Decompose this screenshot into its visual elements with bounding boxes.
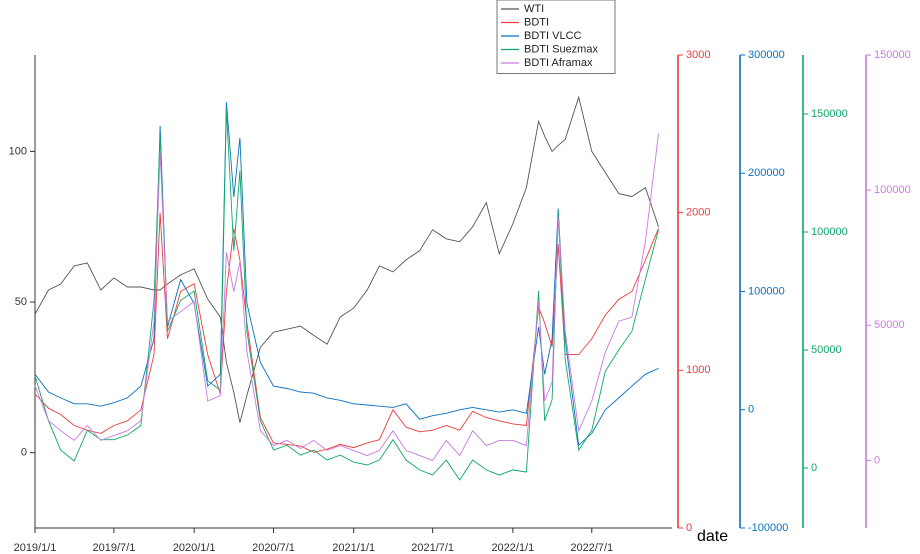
y-tick-label: -100000 <box>748 522 788 534</box>
y-tick-label: 100000 <box>811 226 848 238</box>
series-line <box>34 109 659 481</box>
x-tick-label: 2020/7/1 <box>252 542 295 554</box>
x-tick-label: 2019/7/1 <box>93 542 136 554</box>
y-tick-label: 50000 <box>811 344 842 356</box>
legend-label: BDTI <box>524 16 549 28</box>
legend-label: BDTI VLCC <box>524 30 582 42</box>
y-tick-label: 1000 <box>686 364 710 376</box>
x-axis-label: date <box>697 528 728 545</box>
y-tick-label: 300000 <box>748 49 785 61</box>
legend-label: BDTI Aframax <box>524 57 593 69</box>
series-line <box>34 102 659 447</box>
legend-label: BDTI Suezmax <box>524 43 598 55</box>
x-tick-label: 2021/1/1 <box>332 542 375 554</box>
x-tick-label: 2021/7/1 <box>411 542 454 554</box>
series-line <box>34 133 659 461</box>
x-tick-label: 2022/7/1 <box>570 542 613 554</box>
y-tick-label: 100 <box>9 145 27 157</box>
y-tick-label: 0 <box>21 447 27 459</box>
y-tick-label: 50000 <box>874 319 905 331</box>
x-tick-label: 2020/1/1 <box>173 542 216 554</box>
y-tick-label: 100000 <box>874 184 911 196</box>
y-tick-label: 0 <box>811 462 817 474</box>
y-tick-label: 50 <box>15 296 27 308</box>
series-line <box>34 95 659 423</box>
y-tick-label: 0 <box>874 454 880 466</box>
series-line <box>34 212 659 453</box>
y-tick-label: 200000 <box>748 167 785 179</box>
y-tick-label: 150000 <box>811 108 848 120</box>
x-tick-label: 2022/1/1 <box>491 542 534 554</box>
x-tick-label: 2019/1/1 <box>14 542 57 554</box>
y-tick-label: 0 <box>748 404 754 416</box>
legend-box <box>496 0 616 74</box>
y-tick-label: 2000 <box>686 207 710 219</box>
y-tick-label: 100000 <box>748 285 785 297</box>
y-tick-label: 3000 <box>686 49 710 61</box>
y-tick-label: 150000 <box>874 49 911 61</box>
y-tick-label: 0 <box>686 522 692 534</box>
legend-label: WTI <box>524 3 544 15</box>
